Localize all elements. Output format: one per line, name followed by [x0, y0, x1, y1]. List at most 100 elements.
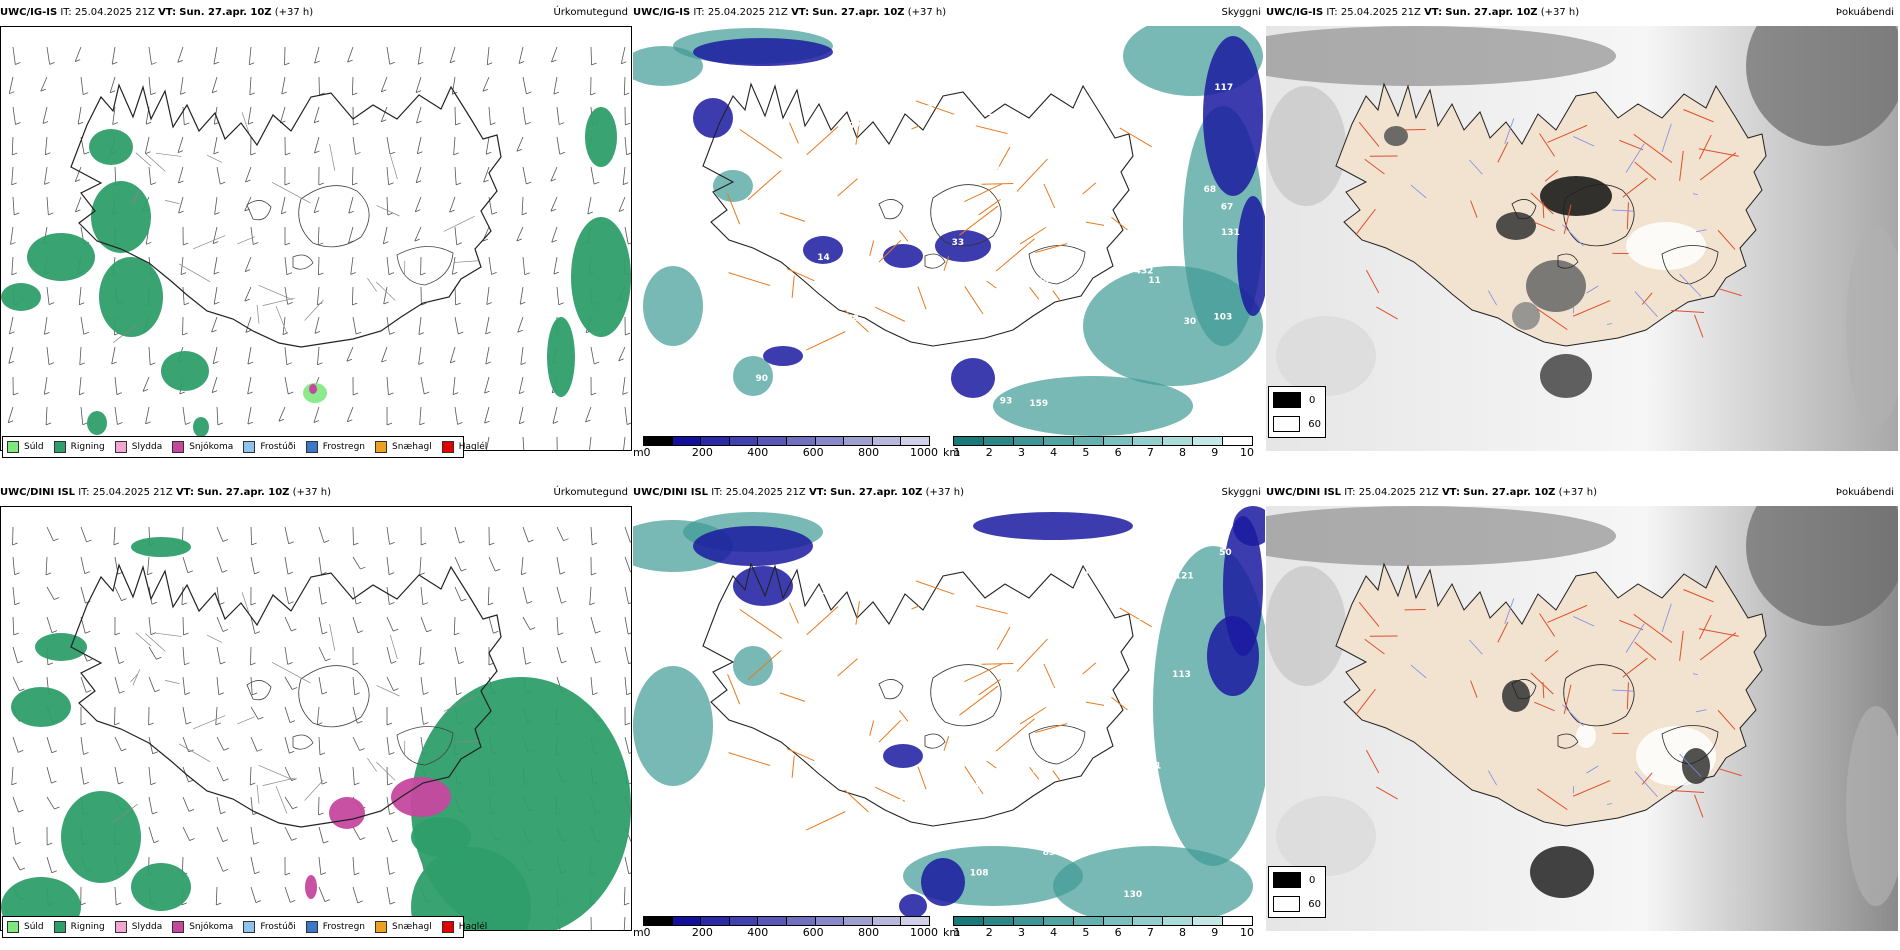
- visibility-colorbar: km 1 2 3 4 5 6 7 8 9 10: [943, 916, 1261, 940]
- vt-label: VT:: [1441, 487, 1460, 498]
- fog-shade: [1746, 26, 1898, 146]
- model-name: UWC/DINI ISL: [633, 487, 709, 498]
- cloud-base-label: 117: [1214, 83, 1233, 93]
- panel-header: UWC/IG-IS IT: 25.04.2025 21Z VT: Sun. 27…: [1266, 0, 1898, 26]
- rain-area: [547, 317, 575, 397]
- cloud-base-label: 47: [1206, 385, 1219, 395]
- low-cloud-area: [899, 894, 927, 918]
- low-visibility-areas: [633, 26, 1265, 436]
- vt-value: Sun. 27.apr. 10Z: [830, 487, 923, 498]
- vt-value: Sun. 27.apr. 10Z: [812, 7, 905, 18]
- field-title: Skyggni: [1221, 7, 1261, 18]
- legend-swatch: [7, 921, 19, 933]
- it-value: 25.04.2025 21Z: [1340, 7, 1421, 18]
- low-cloud-area: [973, 512, 1133, 540]
- cloud-base-label: 126: [747, 229, 766, 239]
- glacier-outline: [1557, 253, 1579, 269]
- lead-time: (+37 h): [925, 487, 965, 498]
- colorbar-tick: 0: [643, 926, 651, 939]
- glacier-outline: [298, 185, 370, 248]
- rain-area: [585, 107, 617, 167]
- cloud-base-label: 14: [817, 253, 830, 263]
- cloud-base-label: 115: [668, 202, 687, 212]
- cloud-base-label: 261: [1174, 129, 1193, 139]
- cloud-base-label: 121: [690, 137, 709, 147]
- field-title: Úrkomutegund: [553, 487, 628, 498]
- fog-legend-row: 60: [1273, 413, 1321, 435]
- low-visibility-area: [1053, 846, 1253, 926]
- cloud-base-label: 30: [1184, 317, 1197, 327]
- cloud-base-label: 102: [755, 288, 774, 298]
- low-cloud-area: [1203, 36, 1263, 196]
- glacier-outline: [1557, 733, 1579, 749]
- low-visibility-area: [733, 356, 773, 396]
- rain-area: [131, 863, 191, 911]
- fog-legend: 0 60: [1268, 866, 1326, 918]
- cloud-base-label: 205: [1030, 277, 1049, 287]
- legend-label: Snæhagl: [392, 442, 432, 452]
- precip-map[interactable]: [0, 26, 632, 451]
- low-visibility-areas: [633, 506, 1265, 926]
- legend-item: Frostúði: [243, 921, 296, 933]
- visibility-map[interactable]: 97 68 52 67 90 103 125 82 30 76 133 11 148 108 11 33 14 1…: [633, 26, 1265, 451]
- cloud-base-label: 85: [1043, 848, 1056, 858]
- glacier-outline: [1028, 725, 1086, 765]
- glacier-outline: [1511, 199, 1537, 220]
- rain-area: [161, 351, 209, 391]
- cloud-base-label: 81: [1149, 762, 1162, 772]
- fog-map[interactable]: [1266, 506, 1898, 931]
- glacier-outline: [924, 253, 946, 269]
- legend-item: Slydda: [114, 441, 163, 453]
- colorbar-tick: 8: [1179, 926, 1187, 939]
- legend-label: Slydda: [131, 442, 163, 452]
- low-visibility-area: [713, 170, 753, 202]
- colorbar-tick: 1: [953, 926, 961, 939]
- legend-swatch: [375, 441, 388, 453]
- low-cloud-area: [883, 744, 923, 768]
- vt-label: VT:: [791, 7, 810, 18]
- snow-area: [391, 777, 451, 817]
- legend-label: Súld: [24, 442, 44, 452]
- glacier-outline: [396, 246, 454, 286]
- rain-area: [87, 411, 107, 435]
- fog-map[interactable]: [1266, 26, 1898, 451]
- coastline: [70, 563, 502, 828]
- glacier-outline: [396, 726, 454, 766]
- cloud-base-label: 95: [1110, 49, 1123, 59]
- fog-shade: [1746, 506, 1898, 626]
- legend-swatch: [243, 921, 256, 933]
- glacier-outline: [930, 664, 1002, 727]
- cloud-base-label: 108: [970, 869, 989, 879]
- fog-index-land: [1384, 126, 1706, 398]
- cloud-base-label: 109: [885, 798, 904, 808]
- road-network: [1355, 589, 1742, 818]
- fog-legend-value: 0: [1309, 874, 1316, 886]
- visibility-map[interactable]: 67 43 50 81 98 108 107 130 85 121 113 90 115 109 113 11…: [633, 506, 1265, 931]
- colorbar-unit: m: [633, 446, 644, 459]
- cloud-base-label: 115: [707, 866, 726, 876]
- low-cloud-area: [951, 358, 995, 398]
- precip-map[interactable]: [0, 506, 632, 931]
- it-value: 25.04.2025 21Z: [707, 7, 788, 18]
- cloud-base-label: 107: [1138, 546, 1157, 556]
- colorbar-tick: 6: [1114, 446, 1122, 459]
- low-cloud-area: [921, 858, 965, 906]
- it-label: IT:: [1344, 487, 1356, 498]
- glacier-outline: [246, 200, 272, 221]
- legend-item: Frostregn: [305, 441, 365, 453]
- low-visibility-area: [733, 646, 773, 686]
- glacier-outline: [292, 254, 314, 270]
- fog-legend-swatch: [1273, 872, 1301, 888]
- road-network: [112, 592, 479, 823]
- lead-time: (+37 h): [907, 7, 947, 18]
- vt-value: Sun. 27.apr. 10Z: [1445, 7, 1538, 18]
- cloud-base-label: 97: [1054, 344, 1067, 354]
- cloud-base-label: 76: [1163, 101, 1176, 111]
- it-value: 25.04.2025 21Z: [74, 7, 155, 18]
- low-cloud-area: [883, 244, 923, 268]
- road-network: [727, 100, 1153, 351]
- glacier-outline: [1661, 245, 1719, 285]
- cloud-base-label: 11: [1148, 276, 1161, 286]
- cloud-base-label: 90: [756, 374, 769, 384]
- legend-item: Haglél: [441, 441, 487, 453]
